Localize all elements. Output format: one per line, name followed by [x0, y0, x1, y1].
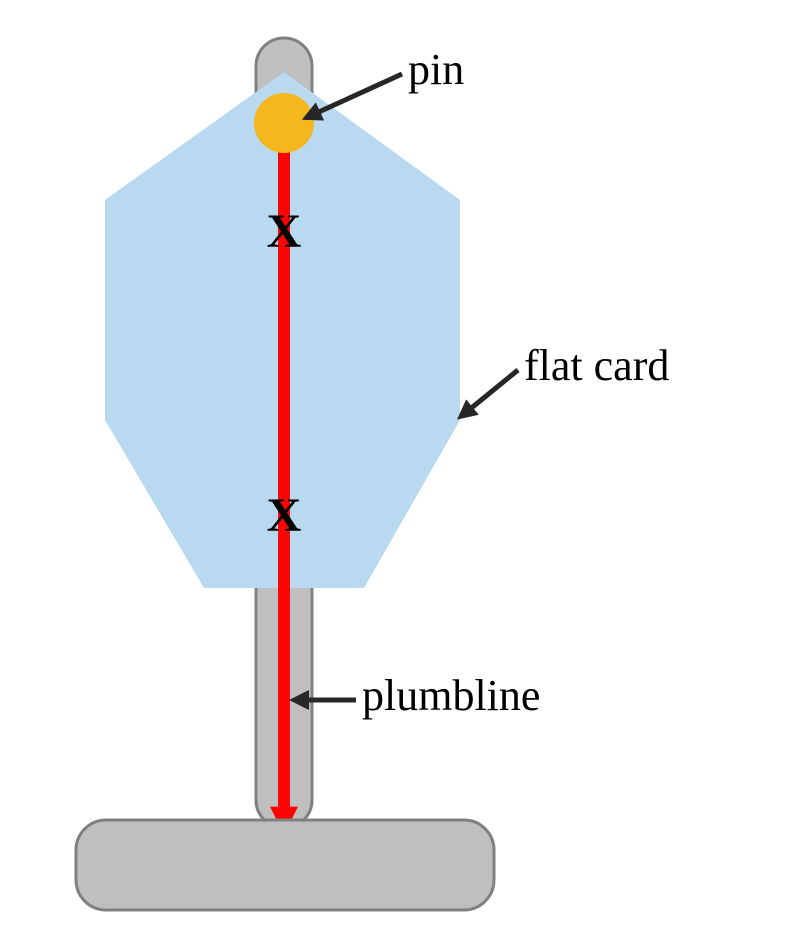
- stand-base: [76, 820, 494, 910]
- x-mark-2: X: [267, 489, 302, 542]
- pin-circle: [254, 93, 314, 153]
- label-plumbline: plumbline: [362, 671, 540, 720]
- label-pin: pin: [408, 45, 464, 94]
- label-flat_card: flat card: [524, 341, 669, 390]
- x-mark-1: X: [267, 205, 302, 258]
